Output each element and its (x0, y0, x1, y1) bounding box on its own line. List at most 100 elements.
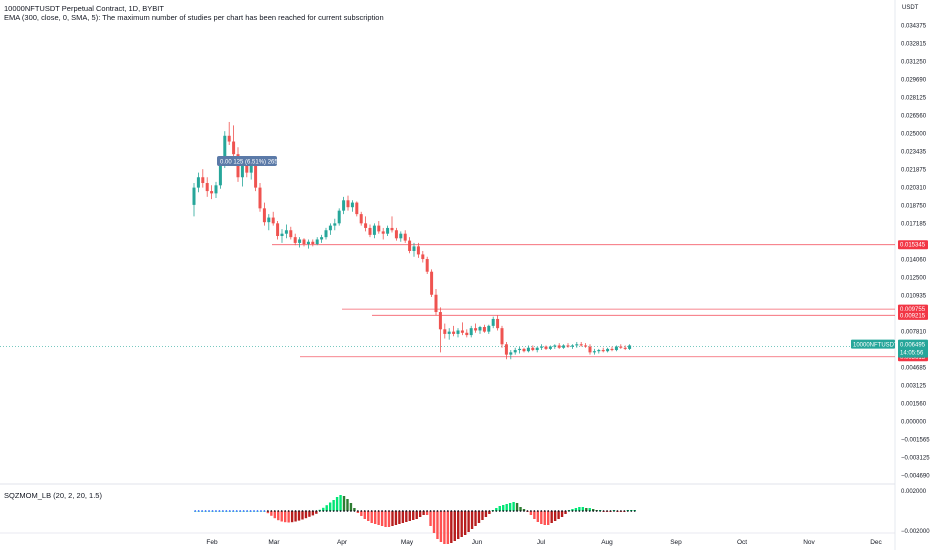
squeeze-dot (270, 510, 273, 512)
momentum-bar (460, 511, 463, 537)
horizontal-levels[interactable] (0, 244, 895, 358)
squeeze-dot (478, 510, 480, 512)
momentum-bar (370, 511, 373, 523)
squeeze-dot (218, 510, 221, 512)
momentum-bar (547, 511, 550, 525)
indicator-label[interactable]: SQZMOM_LB (20, 2, 20, 1.5) (4, 491, 102, 500)
squeeze-dot (575, 510, 577, 512)
squeeze-dot (488, 510, 491, 512)
momentum-bar (273, 511, 277, 519)
month-label: Apr (337, 539, 348, 546)
squeeze-dot (401, 510, 404, 512)
candle-body (306, 241, 310, 245)
squeeze-dot (277, 510, 280, 512)
chart-title[interactable]: 10000NFTUSDT Perpetual Contract, 1D, BYB… (4, 4, 164, 13)
squeeze-dot (453, 510, 456, 512)
candle-body (597, 350, 601, 352)
squeeze-dot (588, 510, 591, 512)
candle-body (201, 177, 205, 184)
momentum-bar (418, 511, 422, 517)
indicator-tick-label: 0.002000 (901, 489, 927, 495)
momentum-bar (356, 511, 360, 513)
momentum-bar (384, 511, 387, 527)
squeeze-dot (505, 510, 508, 512)
squeeze-dot (246, 510, 249, 512)
squeeze-dot (623, 510, 626, 512)
candle-body (342, 200, 346, 211)
momentum-bar (574, 508, 578, 511)
price-axis[interactable]: USDT 0.034375 0.032815 0.031250 0.029690 0.02… (901, 5, 930, 535)
momentum-bar (543, 511, 546, 525)
momentum-bar (422, 511, 425, 515)
candle-body (491, 318, 495, 326)
candle-body (566, 345, 570, 347)
squeeze-dot (474, 510, 477, 512)
price-tick-label: 0.012500 (901, 275, 927, 281)
candle-body (531, 347, 535, 351)
squeeze-dot (204, 510, 207, 512)
time-axis[interactable]: Feb Mar Apr May Jun Jul Aug Sep Oct Nov Dec (206, 539, 882, 546)
squeeze-dot (481, 510, 484, 512)
candle-body (548, 346, 552, 349)
momentum-bar (332, 500, 335, 511)
squeeze-dot (315, 510, 318, 512)
candle-body (447, 331, 451, 334)
candle-body (584, 345, 588, 347)
price-tick-label: 0.003125 (901, 383, 927, 389)
momentum-bar (367, 511, 370, 521)
squeeze-dot (606, 510, 608, 512)
measure-tooltip: 0.00 125 (6.51%) 265 (217, 156, 278, 166)
momentum-bar (515, 503, 519, 511)
candle-body (196, 177, 200, 188)
candle-body (500, 328, 504, 345)
squeeze-dot (429, 510, 432, 512)
price-tick-label: 0.001560 (901, 402, 927, 408)
squeeze-dot (436, 510, 439, 512)
momentum-bar (373, 511, 377, 524)
squeeze-dot (599, 510, 602, 512)
momentum-bar (450, 511, 453, 543)
candle-body (293, 237, 297, 243)
candle-body (284, 230, 288, 234)
candle-body (223, 135, 227, 163)
squeeze-dot (450, 510, 453, 512)
momentum-bar (522, 509, 526, 511)
squeeze-dot (360, 510, 363, 512)
squeeze-dot (523, 510, 525, 512)
squeeze-dot (495, 510, 498, 512)
squeeze-dot (561, 510, 563, 512)
squeeze-dot (485, 510, 487, 512)
squeeze-dot (616, 510, 619, 512)
momentum-bar (488, 511, 491, 514)
momentum-bar (564, 511, 567, 514)
candle-body (487, 325, 491, 332)
squeeze-dot (329, 510, 332, 512)
candle-body (324, 230, 328, 238)
symbol-tag-bg (851, 339, 895, 349)
momentum-bar (529, 511, 533, 515)
squeeze-dot (543, 510, 546, 512)
candle-body (430, 271, 434, 295)
squeeze-dot (509, 510, 512, 512)
momentum-bar (335, 497, 339, 511)
momentum-bar (311, 511, 315, 516)
squeeze-dot (318, 510, 321, 512)
momentum-bar (322, 507, 325, 511)
level-price-tag-bg (898, 240, 928, 250)
candle-body (399, 233, 403, 239)
squeeze-dot (249, 510, 252, 512)
price-tick-label: −0.001565 (901, 438, 930, 444)
squeeze-dot (457, 510, 460, 512)
momentum-bar (550, 511, 553, 523)
momentum-bar (553, 511, 557, 521)
momentum-bar (283, 511, 287, 523)
squeeze-dot (398, 510, 401, 512)
candle-body (434, 294, 438, 313)
candle-body (249, 165, 253, 173)
momentum-bar (342, 496, 346, 511)
momentum-bar (588, 508, 591, 511)
candle-body (588, 346, 592, 353)
candle-body (258, 187, 262, 209)
